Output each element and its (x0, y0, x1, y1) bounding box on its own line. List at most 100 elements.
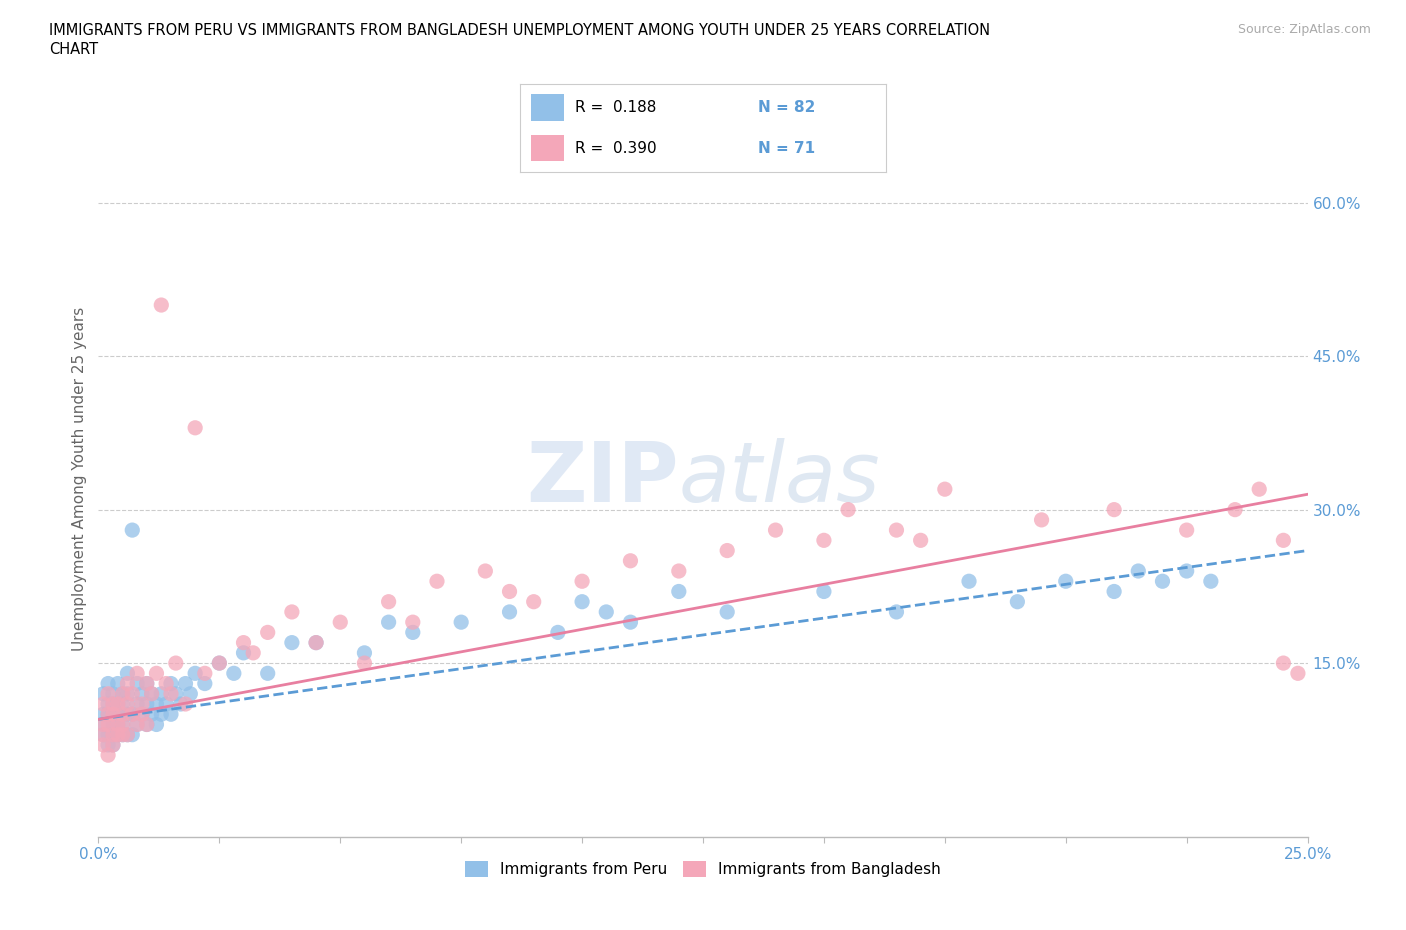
Point (121, 707, 143, 722)
Point (121, 727, 143, 742)
Point (523, 594, 546, 609)
Point (474, 564, 496, 578)
Point (111, 707, 134, 722)
Point (101, 737, 124, 752)
Point (165, 656, 187, 671)
Point (97, 727, 120, 742)
Point (91, 727, 114, 742)
Point (1007, 594, 1029, 609)
Point (117, 676, 139, 691)
Point (1175, 523, 1198, 538)
Point (117, 727, 139, 742)
Point (150, 298, 173, 312)
Point (121, 707, 143, 722)
Point (1128, 564, 1150, 578)
Point (135, 717, 157, 732)
Point (101, 697, 124, 711)
Point (160, 686, 183, 701)
Point (101, 707, 124, 722)
Text: R =  0.390: R = 0.390 (575, 140, 657, 155)
Point (1199, 574, 1222, 589)
Point (222, 666, 245, 681)
Point (571, 594, 593, 609)
Point (97, 737, 120, 752)
Point (97, 717, 120, 732)
Point (131, 686, 153, 701)
Point (402, 625, 425, 640)
Point (160, 707, 183, 722)
Point (111, 686, 134, 701)
Point (305, 635, 328, 650)
Point (141, 686, 163, 701)
Point (1175, 564, 1198, 578)
Point (813, 533, 835, 548)
Point (498, 604, 520, 619)
Point (426, 574, 449, 589)
Point (117, 686, 139, 701)
Point (1152, 574, 1174, 589)
FancyBboxPatch shape (531, 94, 564, 121)
Point (107, 727, 129, 742)
Point (208, 656, 231, 671)
Point (150, 707, 173, 722)
Point (232, 645, 254, 660)
Point (716, 604, 738, 619)
Point (886, 604, 908, 619)
Point (934, 482, 956, 497)
Point (208, 656, 231, 671)
Point (91, 707, 114, 722)
Point (141, 686, 163, 701)
Point (111, 727, 134, 742)
Point (353, 656, 375, 671)
Point (1272, 533, 1295, 548)
Point (117, 707, 139, 722)
Point (281, 635, 304, 650)
Point (97, 697, 120, 711)
Point (256, 666, 278, 681)
Legend: Immigrants from Peru, Immigrants from Bangladesh: Immigrants from Peru, Immigrants from Ba… (460, 855, 946, 884)
Point (174, 697, 197, 711)
Point (91, 686, 114, 701)
Point (1054, 574, 1077, 589)
Point (547, 625, 569, 640)
Point (145, 717, 167, 732)
Point (107, 717, 129, 732)
Point (107, 717, 129, 732)
Point (1031, 512, 1053, 527)
Point (910, 533, 932, 548)
Point (101, 717, 124, 732)
Point (117, 727, 139, 742)
Point (117, 666, 139, 681)
Point (91, 697, 114, 711)
Point (111, 686, 134, 701)
Point (242, 645, 264, 660)
Point (194, 676, 217, 691)
Point (169, 697, 191, 711)
Point (121, 686, 143, 701)
Point (111, 727, 134, 742)
Point (813, 584, 835, 599)
Point (155, 697, 177, 711)
Text: Source: ZipAtlas.com: Source: ZipAtlas.com (1237, 23, 1371, 36)
Point (377, 594, 399, 609)
Point (135, 697, 157, 711)
Point (179, 686, 201, 701)
Text: CHART: CHART (49, 42, 98, 57)
Point (402, 615, 425, 630)
Point (145, 666, 167, 681)
Point (668, 564, 690, 578)
Point (127, 717, 149, 732)
Point (91, 727, 114, 742)
Text: N = 82: N = 82 (758, 100, 815, 115)
Point (765, 523, 787, 538)
Point (498, 584, 520, 599)
FancyBboxPatch shape (531, 135, 564, 162)
Point (135, 676, 157, 691)
Point (184, 420, 207, 435)
Point (101, 727, 124, 742)
Point (165, 686, 187, 701)
Point (97, 707, 120, 722)
Point (121, 523, 143, 538)
Point (91, 717, 114, 732)
Point (135, 676, 157, 691)
